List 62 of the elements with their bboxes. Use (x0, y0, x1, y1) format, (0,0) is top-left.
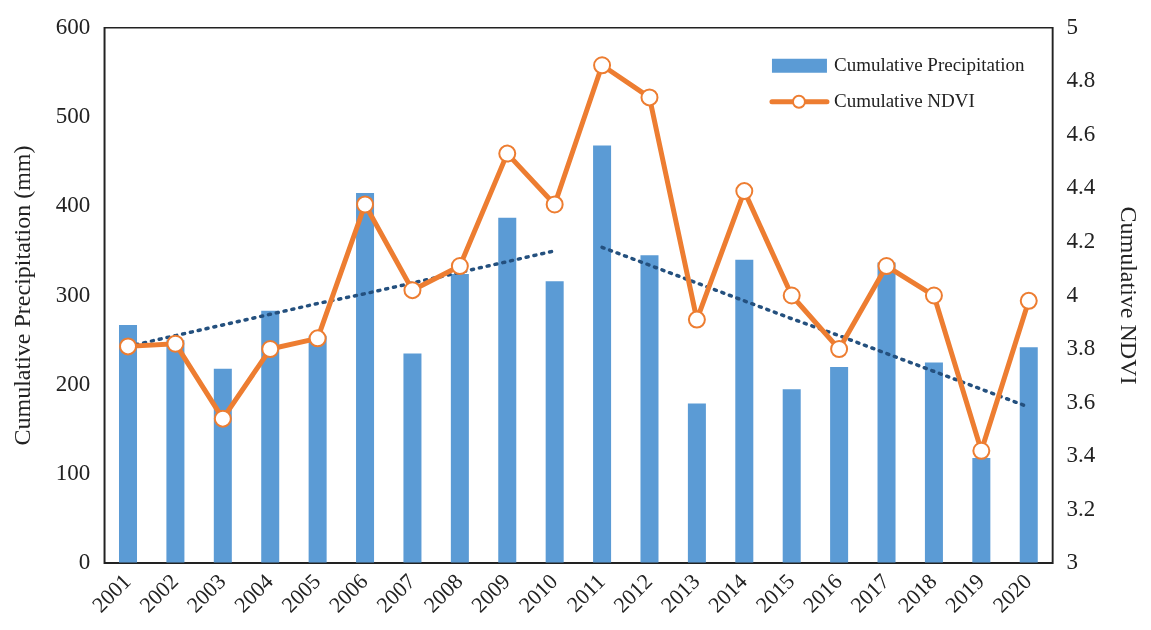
point (735, 182, 754, 201)
point (119, 337, 137, 356)
y2-axis-title: Cumulative NDVI (1116, 206, 1143, 385)
point (545, 195, 564, 214)
y2-tick-label: 3 (1066, 549, 1078, 575)
point (782, 286, 801, 305)
y2-tick-label: 3.4 (1066, 442, 1096, 468)
point (593, 56, 612, 75)
y-tick-label: 0 (78, 549, 91, 575)
y2-tick-label: 3.8 (1066, 335, 1096, 361)
point (972, 441, 991, 460)
y-axis-title: Cumulative Precipitation (mm) (8, 145, 35, 446)
y2-tick-label: 4.6 (1066, 120, 1096, 146)
y-tick-label: 400 (55, 192, 91, 218)
y-tick-label: 300 (55, 281, 91, 307)
point (450, 257, 469, 276)
point (830, 340, 849, 359)
bar (640, 255, 659, 564)
point (877, 257, 896, 276)
point (924, 286, 943, 305)
bar (119, 324, 138, 564)
bar (593, 145, 612, 564)
legend-label: Cumulative NDVI (833, 89, 975, 111)
bar (545, 281, 564, 564)
y2-tick-label: 4.2 (1066, 228, 1096, 254)
bar (450, 274, 469, 564)
bar (877, 262, 896, 564)
y2-tick-label: 4 (1066, 281, 1079, 307)
bar (735, 259, 754, 564)
point (1019, 291, 1038, 310)
point (403, 281, 422, 300)
y2-tick-label: 4.4 (1066, 174, 1096, 200)
point (166, 334, 185, 353)
bar (166, 340, 185, 564)
y2-tick-label: 5 (1066, 13, 1078, 39)
point (640, 88, 659, 107)
y-tick-label: 100 (55, 460, 91, 486)
point (498, 144, 517, 163)
y2-tick-label: 4.8 (1066, 67, 1096, 93)
y2-tick-label: 3.2 (1066, 495, 1096, 521)
legend-label: Cumulative Precipitation (833, 53, 1025, 75)
bar (213, 368, 232, 564)
point (308, 329, 327, 348)
bar (924, 362, 943, 564)
point (356, 195, 375, 214)
point (687, 310, 706, 329)
bar (261, 310, 280, 564)
bar (403, 353, 422, 564)
bar (498, 217, 517, 564)
point (261, 340, 280, 359)
point (213, 409, 232, 428)
bar (356, 192, 375, 564)
bar (830, 366, 849, 564)
bar (687, 403, 706, 564)
bar (308, 335, 327, 564)
y2-tick-label: 3.6 (1066, 388, 1096, 414)
bar (1019, 347, 1038, 564)
y-tick-label: 200 (55, 370, 91, 396)
y-tick-label: 600 (55, 13, 91, 39)
bar (782, 389, 801, 564)
y-tick-label: 500 (55, 103, 91, 129)
bar (972, 457, 991, 564)
